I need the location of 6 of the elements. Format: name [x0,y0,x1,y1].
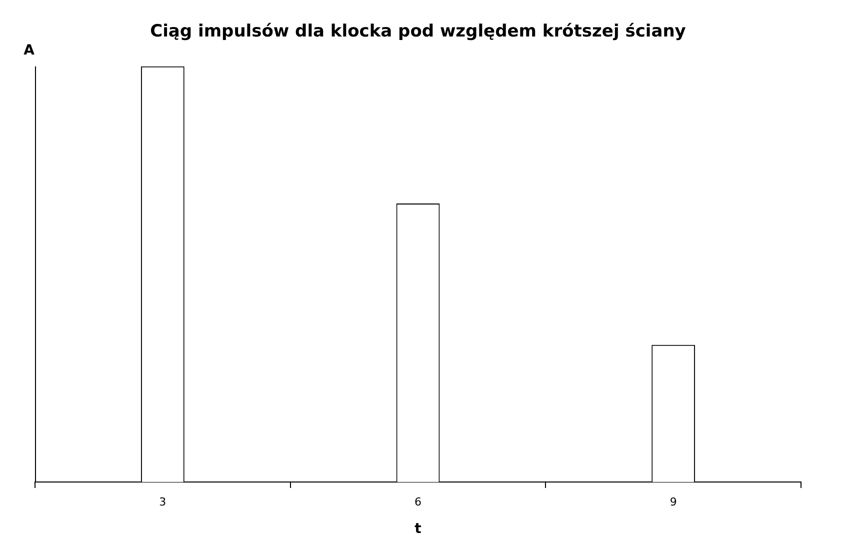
x-axis-title: t [414,521,422,538]
y-axis-title: A [24,42,35,58]
x-tick-label: 3 [159,495,166,508]
x-tick-label: 6 [414,495,422,508]
chart-title: Ciąg impulsów dla klocka pod względem krótszej ściany [150,22,686,42]
x-tick-label: 9 [670,495,677,508]
